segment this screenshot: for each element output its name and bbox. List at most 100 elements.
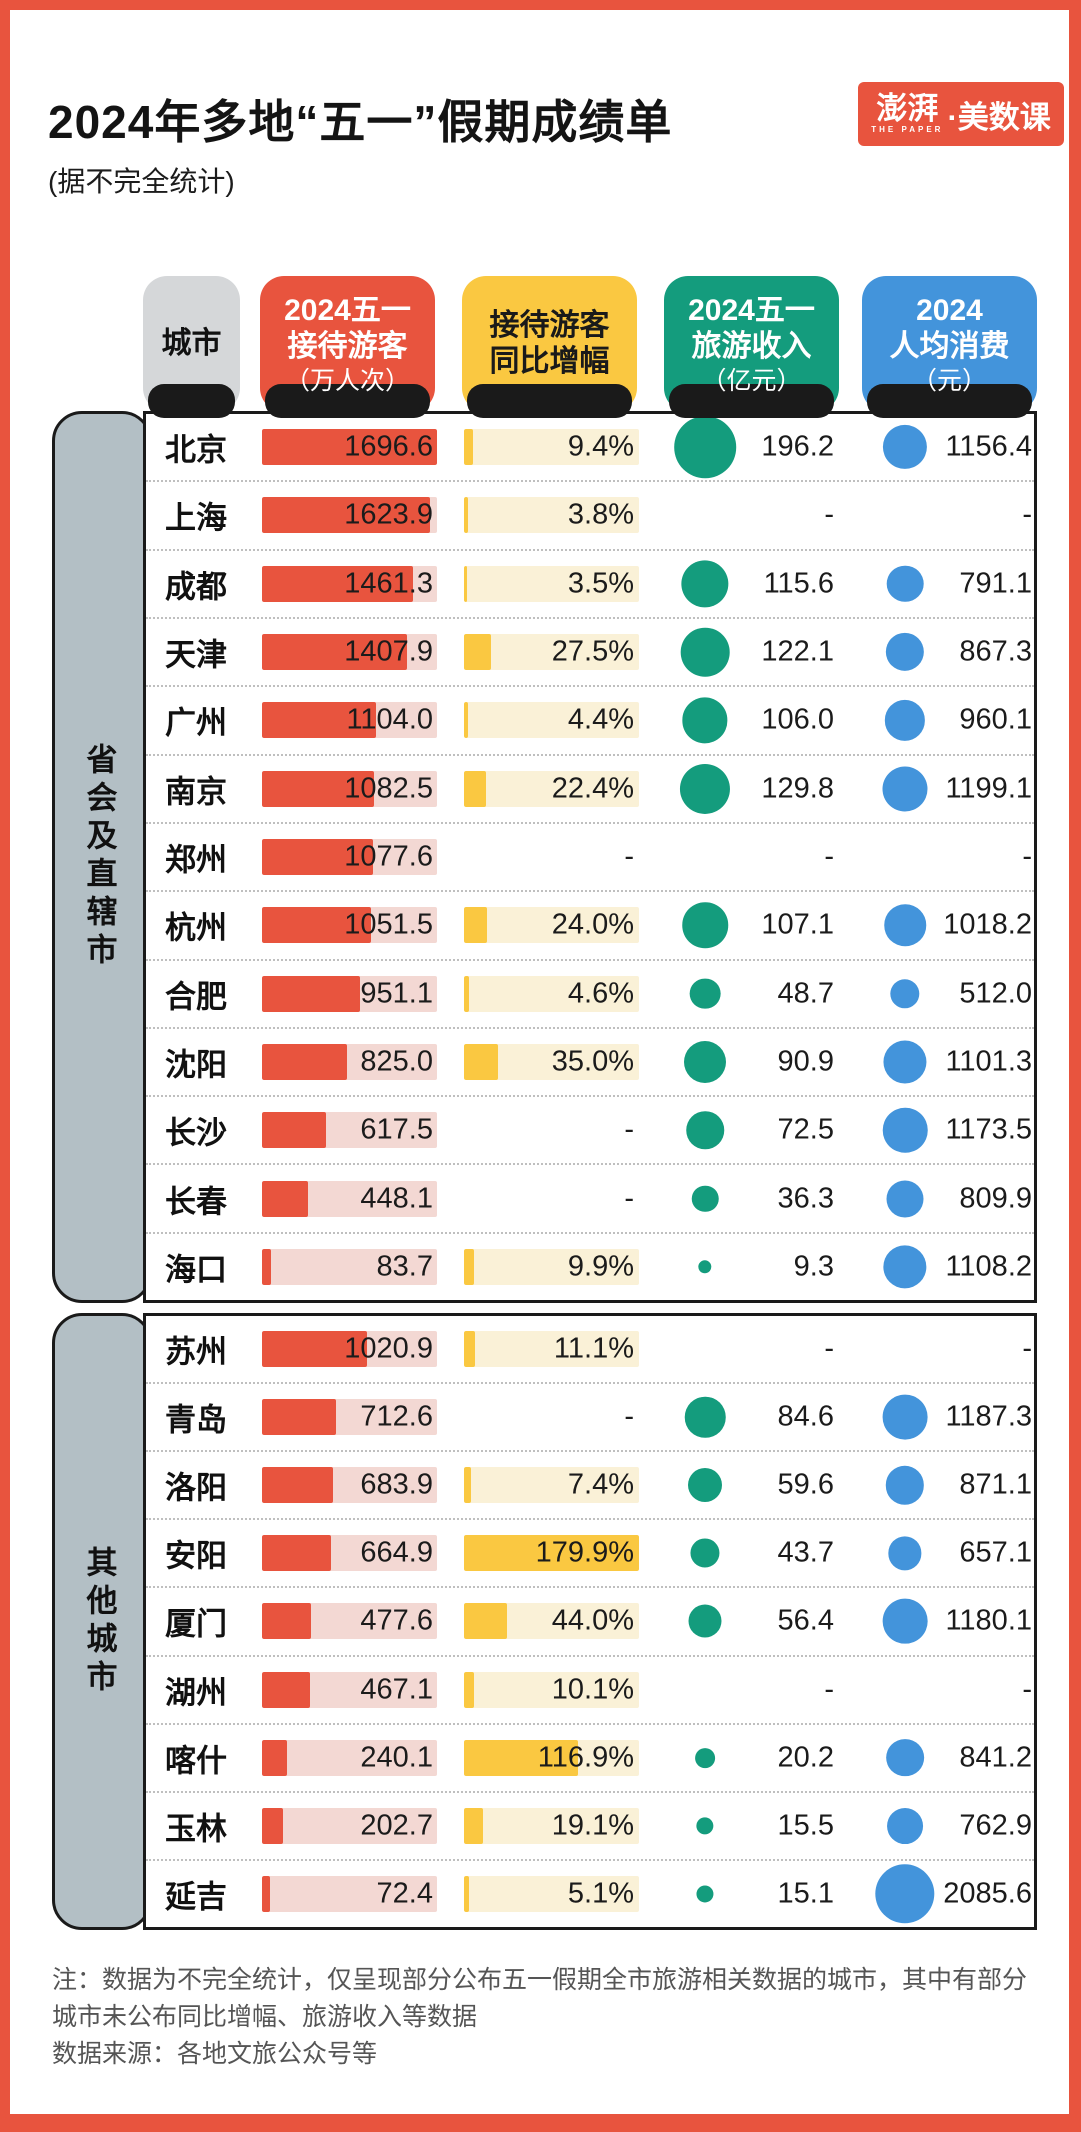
growth-bar-fill (464, 1248, 474, 1285)
revenue-bubble (696, 1885, 714, 1903)
growth-value: 116.9% (537, 1741, 634, 1774)
visitors-bar-fill (262, 907, 371, 944)
revenue-bubble (684, 1040, 726, 1083)
group-label: 其他城市 (81, 1545, 117, 1698)
visitors-bar-track (262, 1248, 437, 1285)
table-row: 广州 1104.0 4.4% 106.0 960.1 (146, 685, 1034, 753)
revenue-bubble (686, 1111, 724, 1150)
growth-value: 9.4% (567, 430, 634, 463)
growth-bar-fill (464, 975, 469, 1012)
visitors-bar-track (262, 770, 437, 807)
per_capita-bubble (882, 425, 928, 470)
city-label: 洛阳 (165, 1470, 227, 1506)
growth-bar-fill (464, 1739, 578, 1776)
per_capita-value: 960.1 (959, 703, 1032, 736)
growth-bar-fill (464, 1603, 507, 1640)
growth-bar-track (464, 1043, 639, 1080)
city-label: 广州 (165, 705, 227, 741)
revenue-value: - (824, 1332, 834, 1365)
revenue-value: 56.4 (777, 1604, 834, 1637)
growth-bar-fill (464, 497, 468, 534)
growth-bar-track (464, 1807, 639, 1844)
visitors-bar-fill (262, 1399, 336, 1436)
visitors-value: 617.5 (360, 1113, 433, 1146)
column-header-city-label: 城市 (161, 327, 222, 360)
visitors-bar-fill (262, 1112, 326, 1149)
revenue-bubble (695, 1747, 715, 1768)
visitors-value: 1020.9 (344, 1332, 433, 1365)
revenue-value: - (824, 840, 834, 873)
data-source: 数据来源：各地文旅公众号等 (52, 2040, 378, 2068)
growth-value: - (624, 1182, 634, 1215)
revenue-value: 129.8 (761, 772, 834, 805)
growth-bar-fill (464, 1807, 483, 1844)
revenue-bubble (684, 1396, 726, 1438)
per_capita-value: 512.0 (959, 977, 1032, 1010)
revenue-bubble (680, 627, 730, 677)
visitors-bar-track (262, 1671, 437, 1708)
per_capita-bubble (883, 1040, 927, 1084)
visitors-bar-fill (262, 702, 376, 739)
city-label: 延吉 (165, 1879, 227, 1915)
revenue-value: 43.7 (777, 1536, 834, 1569)
table-row: 青岛 712.6 - 84.6 1187.3 (146, 1382, 1034, 1450)
revenue-bubble (682, 697, 728, 744)
column-header-per_capita: 2024 人均消费 （元） (862, 276, 1037, 418)
growth-bar-fill (464, 907, 488, 944)
visitors-value: 1104.0 (346, 703, 433, 736)
growth-value: - (624, 840, 634, 873)
city-label: 北京 (165, 432, 227, 468)
visitors-value: 467.1 (360, 1673, 433, 1706)
growth-value: 4.4% (567, 703, 634, 736)
visitors-bar-track (262, 497, 437, 534)
page-border-bottom (0, 2114, 1081, 2132)
column-header-line: 2024 (916, 293, 983, 327)
growth-value: 179.9% (535, 1536, 634, 1569)
visitors-bar-fill (262, 1807, 283, 1844)
column-header-line: 旅游收入 (691, 329, 812, 363)
table-row: 上海 1623.9 3.8% - - (146, 480, 1034, 548)
city-label: 玉林 (165, 1811, 227, 1847)
revenue-bubble (688, 1468, 722, 1503)
column-header-unit: （亿元） (701, 366, 802, 395)
table-row: 延吉 72.4 5.1% 15.1 2085.6 (146, 1858, 1034, 1927)
visitors-bar-track (262, 565, 437, 602)
table-row: 天津 1407.9 27.5% 122.1 867.3 (146, 616, 1034, 685)
column-header-line: 人均消费 (889, 329, 1010, 363)
visitors-bar-track (262, 1467, 437, 1504)
table-row: 合肥 951.1 4.6% 48.7 512.0 (146, 958, 1034, 1027)
growth-bar-track (464, 634, 639, 671)
city-label: 湖州 (165, 1675, 227, 1711)
revenue-bubble (690, 1538, 720, 1568)
city-label: 安阳 (165, 1538, 227, 1574)
growth-value: - (624, 1113, 634, 1146)
growth-value: 5.1% (567, 1877, 634, 1910)
growth-bar-fill (464, 634, 491, 671)
per_capita-value: 809.9 (959, 1182, 1032, 1215)
per_capita-bubble (884, 904, 926, 947)
growth-bar-track (464, 975, 639, 1012)
city-label: 喀什 (165, 1743, 227, 1779)
growth-bar-track (464, 1603, 639, 1640)
per_capita-bubble (886, 1738, 924, 1777)
publisher-logo-subbrand: ·美数课 (947, 99, 1051, 135)
revenue-value: 15.1 (777, 1877, 834, 1910)
visitors-value: 477.6 (360, 1604, 433, 1637)
visitors-value: 1696.6 (344, 430, 433, 463)
revenue-bubble (698, 1260, 712, 1274)
group-table: 北京 1696.6 9.4% 196.2 1156.4 上海 1623.9 3.8% - - 成都 1… (143, 411, 1037, 1303)
table-row: 南京 1082.5 22.4% 129.8 1199.1 (146, 753, 1034, 822)
group-table: 苏州 1020.9 11.1% - - 青岛 712.6 - 84.6 1187.3 洛阳 683.9… (143, 1313, 1037, 1930)
visitors-bar-track (262, 1739, 437, 1776)
growth-bar-fill (464, 1467, 472, 1504)
revenue-value: 9.3 (793, 1250, 834, 1283)
per_capita-bubble (882, 766, 928, 812)
growth-value: 24.0% (551, 908, 634, 941)
revenue-value: 36.3 (777, 1182, 834, 1215)
visitors-bar-track (262, 1875, 437, 1912)
page-subtitle: (据不完全统计) (48, 166, 235, 197)
city-label: 杭州 (165, 910, 227, 946)
growth-value: 22.4% (551, 772, 634, 805)
revenue-bubble (674, 416, 736, 478)
table-row: 郑州 1077.6 - - - (146, 821, 1034, 890)
